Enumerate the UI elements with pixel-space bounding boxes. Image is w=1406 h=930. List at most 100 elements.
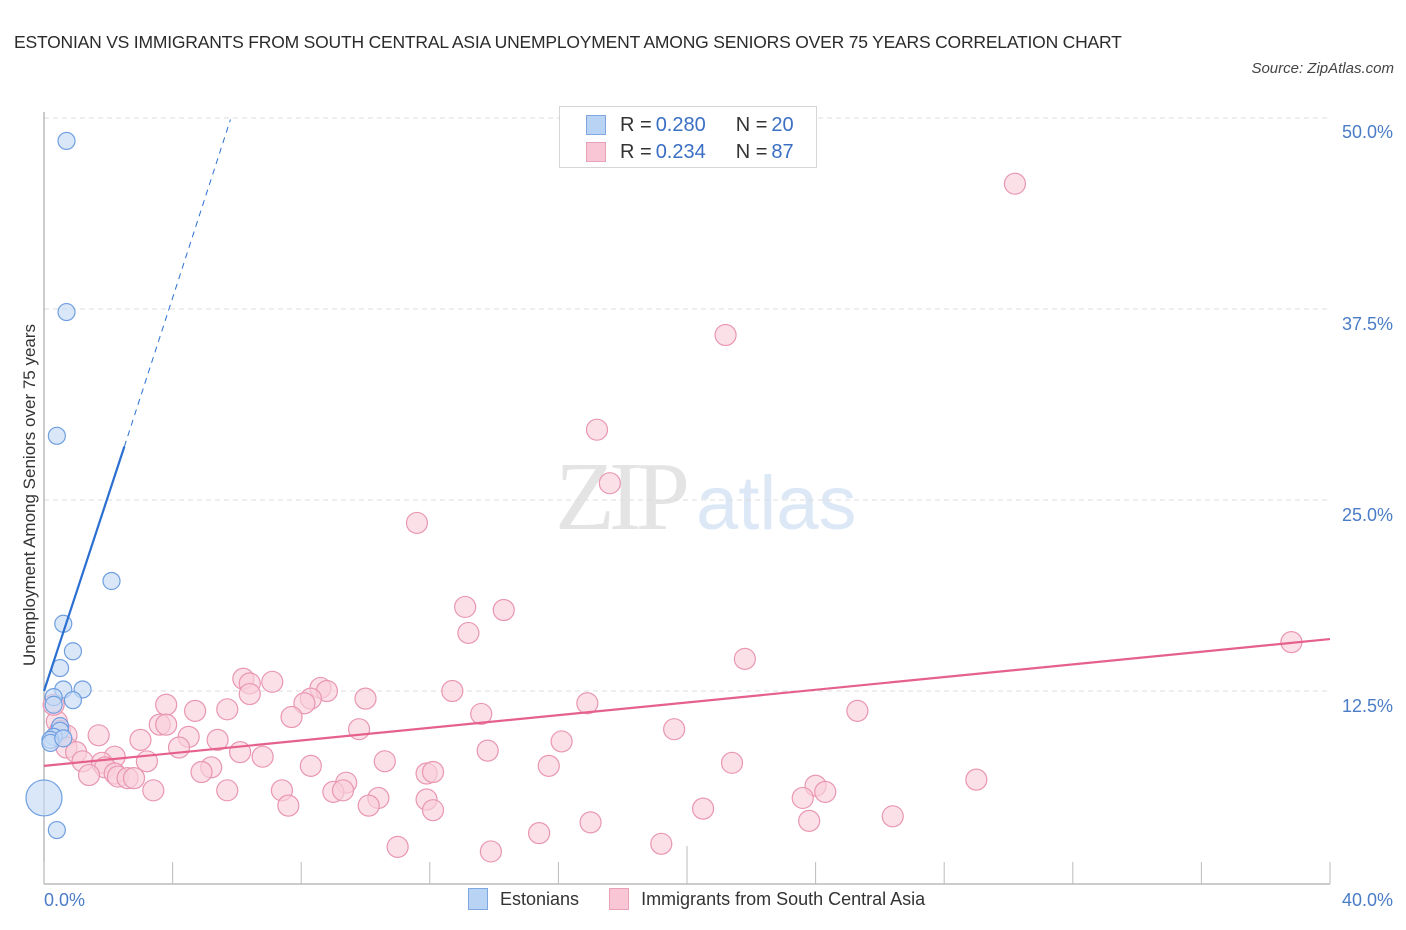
immigrant-data-point[interactable] — [965, 768, 988, 791]
immigrant-data-point[interactable] — [405, 511, 429, 535]
axes — [43, 112, 1331, 885]
immigrant-data-point[interactable] — [354, 687, 377, 710]
immigrant-data-point[interactable] — [492, 598, 515, 622]
immigrant-data-point[interactable] — [251, 745, 274, 768]
immigrant-data-point[interactable] — [650, 832, 673, 855]
legend-item-estonians[interactable]: Estonians — [468, 888, 579, 910]
immigrant-data-point[interactable] — [122, 766, 146, 790]
immigrant-data-point[interactable] — [421, 799, 445, 822]
immigrant-data-point[interactable] — [142, 779, 165, 802]
x-tick-0: 0.0% — [44, 890, 86, 910]
y-tick-25: 25.0% — [1341, 505, 1393, 525]
immigrant-data-point[interactable] — [733, 647, 756, 671]
r-label: R = — [620, 113, 652, 136]
immigrant-data-point[interactable] — [167, 736, 191, 759]
correlation-legend: R = 0.280 N = 20 R = 0.234 N = 87 — [559, 106, 817, 168]
immigrant-data-point[interactable] — [331, 779, 355, 802]
estonian-data-point[interactable] — [25, 779, 63, 817]
immigrant-data-point[interactable] — [216, 698, 239, 721]
y-axis-label: Unemployment Among Seniors over 75 years — [20, 323, 39, 667]
immigrant-data-point[interactable] — [691, 797, 715, 820]
estonian-data-point[interactable] — [63, 642, 83, 661]
immigrant-data-point[interactable] — [261, 670, 284, 693]
immigrant-data-point[interactable] — [129, 728, 152, 751]
zipatlas-watermark: ZIP atlas — [555, 445, 857, 554]
legend-row-immigrants: R = 0.234 N = 87 — [586, 140, 794, 164]
immigrant-data-point[interactable] — [470, 702, 493, 726]
estonians-swatch-icon — [468, 888, 488, 910]
estonian-data-point[interactable] — [57, 131, 76, 151]
immigrant-data-point[interactable] — [537, 754, 560, 777]
estonian-data-point[interactable] — [57, 302, 76, 322]
immigrant-data-point[interactable] — [216, 779, 239, 802]
immigrant-data-point[interactable] — [798, 809, 821, 832]
y-tick-12-5: 12.5% — [1341, 696, 1393, 716]
immigrant-data-point[interactable] — [386, 835, 409, 858]
legend-item-immigrants[interactable]: Immigrants from South Central Asia — [609, 888, 925, 910]
immigrant-data-point[interactable] — [190, 760, 213, 784]
immigrant-data-point[interactable] — [791, 786, 814, 810]
immigrant-data-point[interactable] — [280, 705, 303, 729]
immigrant-trend-line — [43, 637, 1331, 767]
x-tick-40: 40.0% — [1341, 890, 1393, 910]
immigrant-data-point[interactable] — [357, 794, 380, 817]
estonian-trend-extension — [123, 119, 231, 447]
immigrant-data-point[interactable] — [663, 718, 686, 741]
n-value: 87 — [771, 140, 794, 163]
estonian-data-point[interactable] — [102, 571, 121, 591]
immigrant-data-point[interactable] — [293, 692, 316, 715]
immigrant-data-point[interactable] — [550, 730, 573, 753]
immigrant-data-point[interactable] — [598, 472, 621, 495]
immigrant-data-point[interactable] — [528, 822, 551, 845]
immigrant-data-point[interactable] — [373, 750, 396, 773]
immigrant-data-point[interactable] — [454, 595, 477, 619]
y-tick-50: 50.0% — [1341, 122, 1393, 142]
immigrant-points — [42, 172, 1303, 863]
immigrant-data-point[interactable] — [87, 724, 110, 747]
immigrant-data-point[interactable] — [299, 754, 322, 777]
legend-label: Estonians — [500, 888, 580, 909]
immigrant-data-point[interactable] — [814, 780, 837, 803]
immigrant-data-point[interactable] — [77, 763, 101, 787]
immigrants-swatch-icon — [609, 888, 630, 910]
immigrant-data-point[interactable] — [184, 699, 207, 722]
immigrant-data-point[interactable] — [720, 751, 744, 774]
legend-row-estonians: R = 0.280 N = 20 — [586, 113, 794, 137]
chart-title: ESTONIAN VS IMMIGRANTS FROM SOUTH CENTRA… — [14, 32, 1122, 52]
immigrant-data-point[interactable] — [881, 805, 904, 828]
estonian-data-point[interactable] — [47, 820, 66, 840]
immigrant-data-point[interactable] — [155, 693, 178, 716]
immigrant-data-point[interactable] — [421, 760, 445, 784]
immigrant-data-point[interactable] — [1003, 172, 1027, 195]
n-label: N = — [735, 140, 768, 163]
n-value: 20 — [771, 113, 794, 136]
legend-label: Immigrants from South Central Asia — [641, 888, 926, 909]
immigrants-swatch-icon — [586, 142, 606, 162]
y-tick-37-5: 37.5% — [1341, 314, 1393, 334]
immigrant-data-point[interactable] — [457, 621, 480, 645]
trend-lines — [42, 119, 1331, 767]
estonian-data-point[interactable] — [47, 426, 66, 445]
immigrant-data-point[interactable] — [476, 739, 499, 762]
immigrant-data-point[interactable] — [579, 811, 602, 834]
estonian-data-point[interactable] — [63, 691, 83, 710]
gridlines — [44, 117, 1330, 692]
immigrant-data-point[interactable] — [576, 692, 599, 715]
immigrant-data-point[interactable] — [441, 679, 464, 703]
immigrant-data-point[interactable] — [277, 794, 300, 817]
watermark-atlas: atlas — [696, 461, 857, 546]
immigrant-data-point[interactable] — [238, 682, 261, 706]
immigrant-data-point[interactable] — [585, 418, 609, 441]
immigrant-data-point[interactable] — [846, 699, 869, 722]
n-label: N = — [735, 113, 768, 136]
estonians-swatch-icon — [586, 115, 606, 135]
estonian-data-point[interactable] — [44, 695, 63, 714]
r-label: R = — [620, 140, 652, 163]
immigrant-data-point[interactable] — [714, 323, 737, 347]
immigrant-data-point[interactable] — [155, 713, 178, 736]
r-value: 0.280 — [655, 113, 706, 136]
estonian-data-point[interactable] — [54, 729, 73, 748]
source-label: Source: ZipAtlas.com — [1251, 60, 1394, 77]
immigrant-data-point[interactable] — [479, 840, 502, 863]
immigrant-data-point[interactable] — [206, 728, 229, 751]
